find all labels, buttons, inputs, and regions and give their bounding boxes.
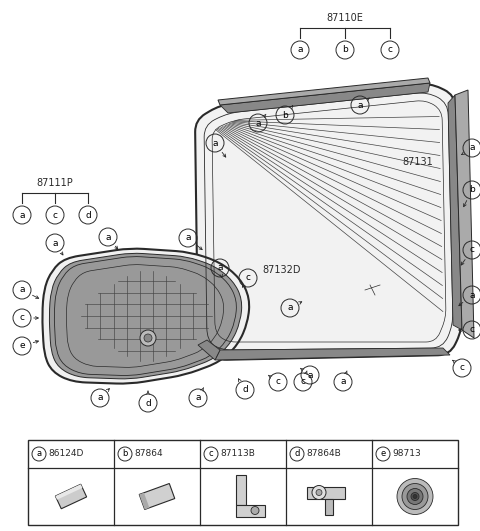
Text: 87864B: 87864B bbox=[306, 450, 341, 458]
Text: c: c bbox=[469, 245, 475, 254]
Text: c: c bbox=[276, 378, 280, 387]
Text: b: b bbox=[282, 110, 288, 119]
Text: a: a bbox=[217, 263, 223, 272]
Text: a: a bbox=[469, 290, 475, 299]
Circle shape bbox=[316, 490, 322, 495]
Text: c: c bbox=[245, 273, 251, 282]
Text: 87110E: 87110E bbox=[326, 13, 363, 23]
Text: a: a bbox=[297, 46, 303, 55]
Text: a: a bbox=[307, 371, 313, 380]
Text: a: a bbox=[195, 393, 201, 402]
PathPatch shape bbox=[42, 249, 249, 383]
Polygon shape bbox=[55, 484, 83, 500]
Text: c: c bbox=[469, 326, 475, 335]
Polygon shape bbox=[220, 83, 430, 113]
Text: c: c bbox=[52, 210, 58, 219]
Circle shape bbox=[312, 485, 326, 500]
Circle shape bbox=[407, 489, 423, 504]
Text: 98713: 98713 bbox=[392, 450, 421, 458]
Text: a: a bbox=[19, 210, 25, 219]
Text: c: c bbox=[300, 378, 305, 387]
Text: d: d bbox=[145, 398, 151, 407]
Polygon shape bbox=[236, 504, 265, 517]
Circle shape bbox=[140, 330, 156, 346]
Text: b: b bbox=[342, 46, 348, 55]
Text: c: c bbox=[459, 364, 465, 373]
Circle shape bbox=[251, 507, 259, 515]
Text: a: a bbox=[36, 450, 42, 458]
Polygon shape bbox=[236, 475, 246, 504]
Text: a: a bbox=[185, 234, 191, 243]
Text: d: d bbox=[242, 386, 248, 395]
Circle shape bbox=[144, 334, 152, 342]
Text: b: b bbox=[469, 185, 475, 194]
Polygon shape bbox=[215, 348, 450, 360]
Text: 87864: 87864 bbox=[134, 450, 163, 458]
Text: d: d bbox=[85, 210, 91, 219]
Bar bbox=[28, 440, 458, 525]
Text: 87132D: 87132D bbox=[262, 265, 300, 275]
Text: c: c bbox=[387, 46, 393, 55]
Polygon shape bbox=[307, 486, 345, 499]
Text: d: d bbox=[294, 450, 300, 458]
Polygon shape bbox=[55, 484, 87, 509]
Text: a: a bbox=[287, 304, 293, 313]
Circle shape bbox=[413, 494, 417, 499]
Circle shape bbox=[411, 492, 419, 501]
Polygon shape bbox=[139, 493, 149, 509]
Text: a: a bbox=[105, 233, 111, 242]
Polygon shape bbox=[139, 484, 175, 509]
Circle shape bbox=[402, 484, 428, 510]
PathPatch shape bbox=[195, 84, 462, 360]
Text: a: a bbox=[357, 100, 363, 109]
Polygon shape bbox=[325, 499, 333, 515]
Polygon shape bbox=[455, 90, 474, 338]
Text: 87111P: 87111P bbox=[36, 178, 73, 188]
Text: a: a bbox=[52, 238, 58, 247]
Text: b: b bbox=[122, 450, 128, 458]
Text: a: a bbox=[340, 378, 346, 387]
Text: a: a bbox=[469, 143, 475, 152]
Polygon shape bbox=[218, 78, 430, 105]
Text: e: e bbox=[19, 341, 25, 350]
Text: a: a bbox=[255, 118, 261, 127]
Text: 87113B: 87113B bbox=[220, 450, 255, 458]
Text: a: a bbox=[19, 286, 25, 295]
Text: a: a bbox=[97, 393, 103, 402]
Text: e: e bbox=[380, 450, 385, 458]
Polygon shape bbox=[448, 95, 462, 330]
PathPatch shape bbox=[49, 253, 242, 379]
Polygon shape bbox=[198, 340, 220, 360]
Text: a: a bbox=[212, 139, 218, 148]
Text: c: c bbox=[209, 450, 213, 458]
Text: 87131: 87131 bbox=[402, 157, 433, 167]
Circle shape bbox=[397, 478, 433, 515]
Text: c: c bbox=[20, 313, 24, 322]
Text: 86124D: 86124D bbox=[48, 450, 84, 458]
